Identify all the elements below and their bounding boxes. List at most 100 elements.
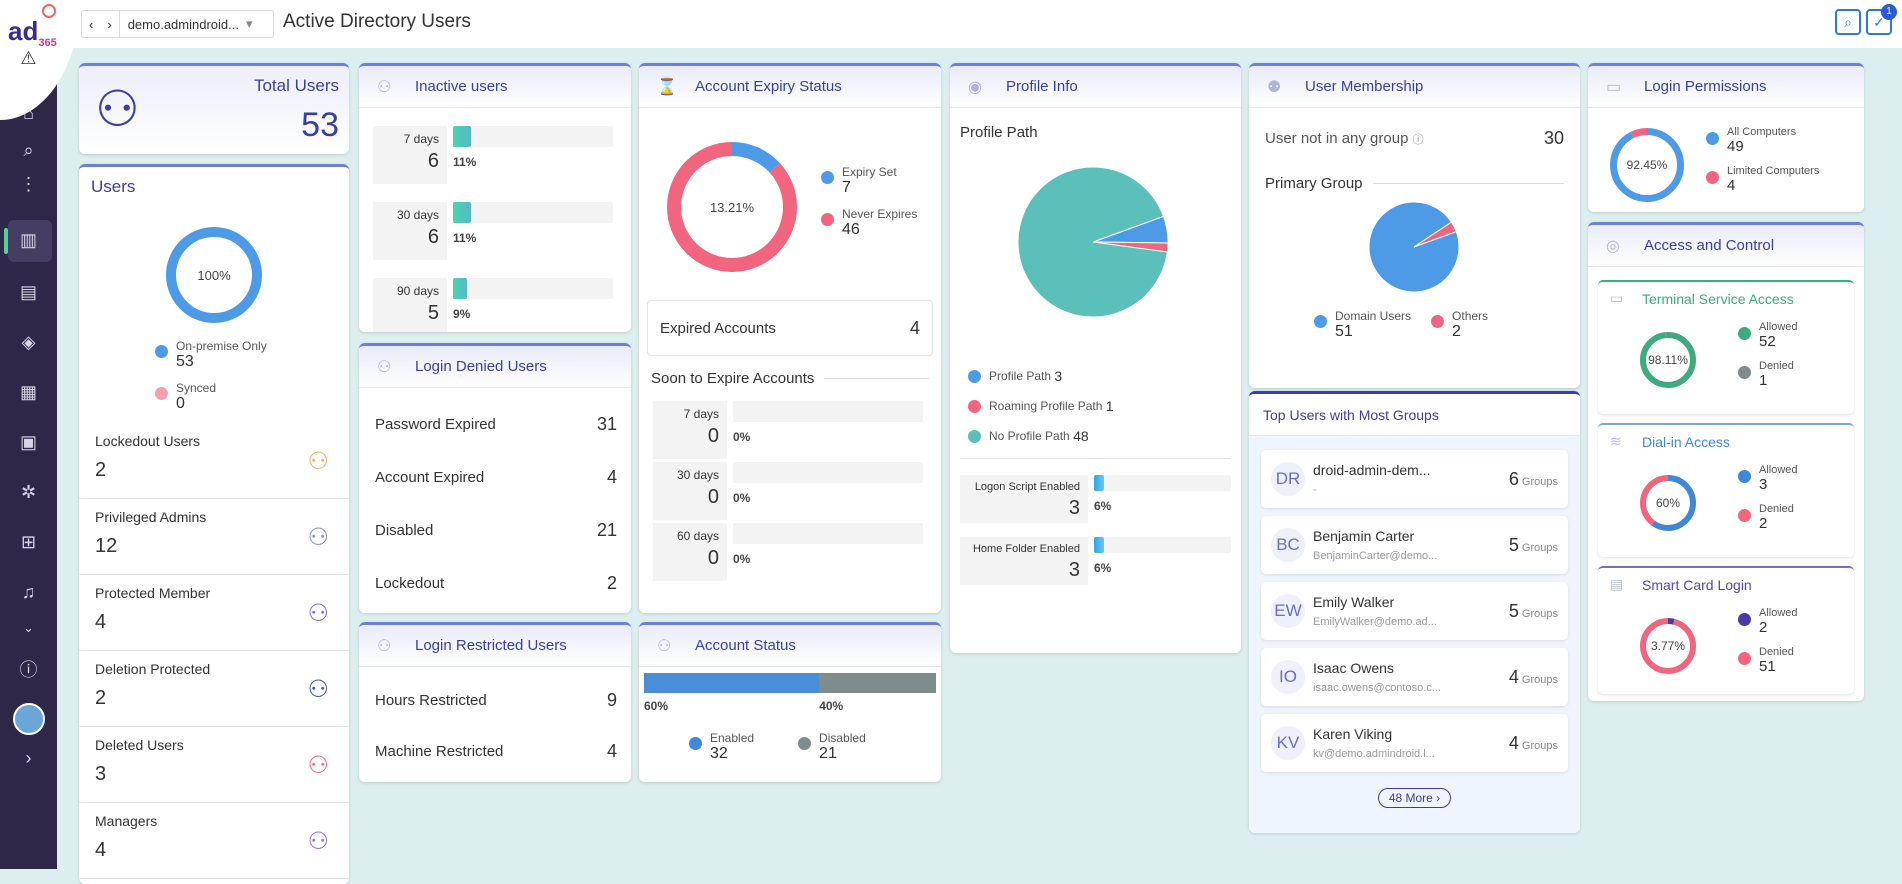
list-item[interactable]: BC Benjamin Carter BenjaminCarter@demo... 5… <box>1261 516 1568 574</box>
domain-name[interactable]: demo.admindroid... <box>127 16 239 32</box>
stat-row[interactable]: Account Expired 4 <box>375 451 617 504</box>
stat-item[interactable]: Lockedout Users 2 ⚇ <box>79 423 349 499</box>
file-search-icon[interactable]: ▣ <box>19 432 37 452</box>
alerts-icon[interactable]: ♫ <box>21 582 36 602</box>
stat-row[interactable]: Hours Restricted 9 <box>375 675 617 726</box>
legend-item: Profile Path 3 <box>968 368 1241 384</box>
bar-label: 90 days <box>396 284 439 298</box>
stat-item[interactable]: Protected Member 4 ⚇ <box>79 575 349 651</box>
list-item[interactable]: KV Karen Viking kv@demo.admindroid.l... 4 Gr… <box>1261 714 1568 772</box>
bar-item[interactable]: 30 days 0 0% <box>653 462 923 520</box>
group-count: 4 Groups <box>1508 732 1558 753</box>
card-header: ⌛ Account Expiry Status <box>639 66 941 108</box>
bar-item[interactable]: 30 days 6 11% <box>373 202 613 260</box>
list-item[interactable]: DR droid-admin-dem... - 6 Groups <box>1261 450 1568 508</box>
group-count: 4 Groups <box>1508 666 1558 687</box>
groups-icon[interactable]: ✲ <box>20 482 37 502</box>
stat-item[interactable]: Deletion Protected 2 ⚇ <box>79 651 349 727</box>
bar-item[interactable]: 60 days 0 0% <box>653 523 923 581</box>
account-status-card[interactable]: ⚇ Account Status 60% 40% Enabled 32 Disabled… <box>639 622 941 782</box>
stat-item[interactable]: Managers 4 ⚇ <box>79 803 349 879</box>
donut-segment <box>667 142 797 272</box>
more-icon[interactable]: ⋮ <box>19 174 38 194</box>
total-users-value: 53 <box>301 106 339 144</box>
search-icon[interactable]: ⌕ <box>23 140 34 160</box>
sub-icon: ▤ <box>1610 576 1624 592</box>
list-item[interactable]: IO Isaac Owens isaac.owens@contoso.c... 4 Gr… <box>1261 648 1568 706</box>
terminal-service-card[interactable]: ▭ Terminal Service Access 98.11% Allowed 52… <box>1598 280 1854 414</box>
expired-accounts[interactable]: Expired Accounts 4 <box>647 300 933 356</box>
search-button[interactable]: ⌕ <box>1835 9 1861 35</box>
audit-icon[interactable]: ◈ <box>21 332 36 352</box>
bar-item[interactable]: 7 days 0 0% <box>653 401 923 459</box>
back-button[interactable]: ‹ <box>89 16 94 32</box>
card-header: ◎ Access and Control <box>1588 225 1864 267</box>
bar-item[interactable]: 90 days 5 9% <box>373 278 613 332</box>
login-denied-card[interactable]: ⚇ Login Denied Users Password Expired 31 Ac… <box>359 343 631 613</box>
info-icon[interactable]: ⓘ <box>1412 134 1424 146</box>
bar-item[interactable]: Logon Script Enabled 3 6% <box>960 475 1231 523</box>
bar-label: 30 days <box>396 208 439 222</box>
tasks-button[interactable]: ✓ 1 <box>1866 4 1897 35</box>
legend-label: Allowed <box>1759 607 1798 619</box>
sidebar-item-dashboard[interactable] <box>8 220 52 262</box>
no-group-row[interactable]: User not in any group ⓘ 30 <box>1249 108 1580 149</box>
pie-slice <box>1017 166 1168 318</box>
bar-item[interactable]: Home Folder Enabled 3 6% <box>960 537 1231 585</box>
total-users-card[interactable]: ⚇ Total Users 53 <box>79 63 349 154</box>
list-item[interactable]: EW Emily Walker EmilyWalker@demo.ad... 5 Gro… <box>1261 582 1568 640</box>
legend-label: Never Expires <box>842 207 918 221</box>
bar-pct: 6% <box>1094 561 1112 575</box>
avatar: EW <box>1271 594 1305 628</box>
chevron-down-icon[interactable]: ▾ <box>245 16 253 31</box>
dial-in-card[interactable]: ≋ Dial-in Access 60% Allowed 3 Denied 2 <box>1598 423 1854 557</box>
stat-row[interactable]: Lockedout 2 <box>375 557 617 610</box>
stat-row[interactable]: Password Expired 31 <box>375 398 617 451</box>
chevron-down-icon[interactable]: ⌄ <box>23 620 34 635</box>
primary-title: Primary Group <box>1265 175 1363 192</box>
card-title: Access and Control <box>1644 237 1775 254</box>
stat-item[interactable]: Deleted Users 3 ⚇ <box>79 727 349 803</box>
smart-card-card[interactable]: ▤ Smart Card Login 3.77% Allowed 2 Denied 51 <box>1598 566 1854 694</box>
bar-item[interactable]: 7 days 6 11% <box>373 126 613 184</box>
inactive-users-card[interactable]: ⚇ Inactive users 7 days 6 11% 30 days 6 11% 90 … <box>359 63 631 332</box>
legend-value: 1 <box>1759 372 1768 389</box>
home-icon[interactable]: ⌂ <box>23 103 34 123</box>
row-value: 2 <box>606 573 617 593</box>
sub-icon: ≋ <box>1610 433 1622 449</box>
chevron-right-icon[interactable]: › <box>25 748 32 768</box>
account-expiry-card[interactable]: ⌛ Account Expiry Status 13.21% Expiry Set… <box>639 63 941 613</box>
star-user-icon: ⚇ <box>307 524 329 551</box>
legend-dot <box>1706 132 1719 145</box>
legend-item: Allowed 2 <box>1738 607 1798 636</box>
bar-value: 3 <box>1068 559 1080 581</box>
primary-legend: Domain Users 51 Others 2 <box>1314 309 1580 351</box>
login-permissions-card[interactable]: ▭ Login Permissions 92.45% All Computers 4… <box>1588 63 1864 212</box>
forward-button[interactable]: › <box>107 16 112 32</box>
management-icon[interactable]: ⊞ <box>20 532 37 552</box>
row-label: Machine Restricted <box>375 743 504 760</box>
avatar[interactable] <box>13 703 45 735</box>
profile-pie <box>1017 166 1169 322</box>
help-icon[interactable]: ⓘ <box>19 660 38 680</box>
user-membership-card[interactable]: ⚉ User Membership User not in any group ⓘ… <box>1249 63 1580 388</box>
login-restricted-card[interactable]: ⚇ Login Restricted Users Hours Restricted… <box>359 622 631 782</box>
sub-donut: 60% <box>1640 475 1696 531</box>
profile-info-card[interactable]: ◉ Profile Info Profile Path Profile Path … <box>950 63 1241 653</box>
more-users-button[interactable]: 48 More › <box>1377 788 1452 808</box>
stat-label: Protected Member <box>95 585 211 601</box>
dashboard-icon[interactable]: ▥ <box>19 230 37 250</box>
group-count: 6 Groups <box>1508 468 1558 489</box>
stat-row[interactable]: Disabled 21 <box>375 504 617 557</box>
legend-item: All Computers 49 <box>1706 126 1819 155</box>
stat-row[interactable]: Machine Restricted 4 <box>375 726 617 777</box>
warning-icon[interactable]: ⚠ <box>20 48 37 68</box>
reports-icon[interactable]: ▤ <box>19 282 37 302</box>
total-users-label: Total Users <box>253 76 339 95</box>
legend-value: 7 <box>842 179 851 196</box>
analytics-icon[interactable]: ▦ <box>19 382 37 402</box>
domain-selector[interactable]: ‹ › demo.admindroid... ▾ <box>81 10 274 38</box>
stat-item[interactable]: Privileged Admins 12 ⚇ <box>79 499 349 575</box>
record-icon[interactable] <box>42 4 56 18</box>
legend-value: 52 <box>1759 333 1776 350</box>
